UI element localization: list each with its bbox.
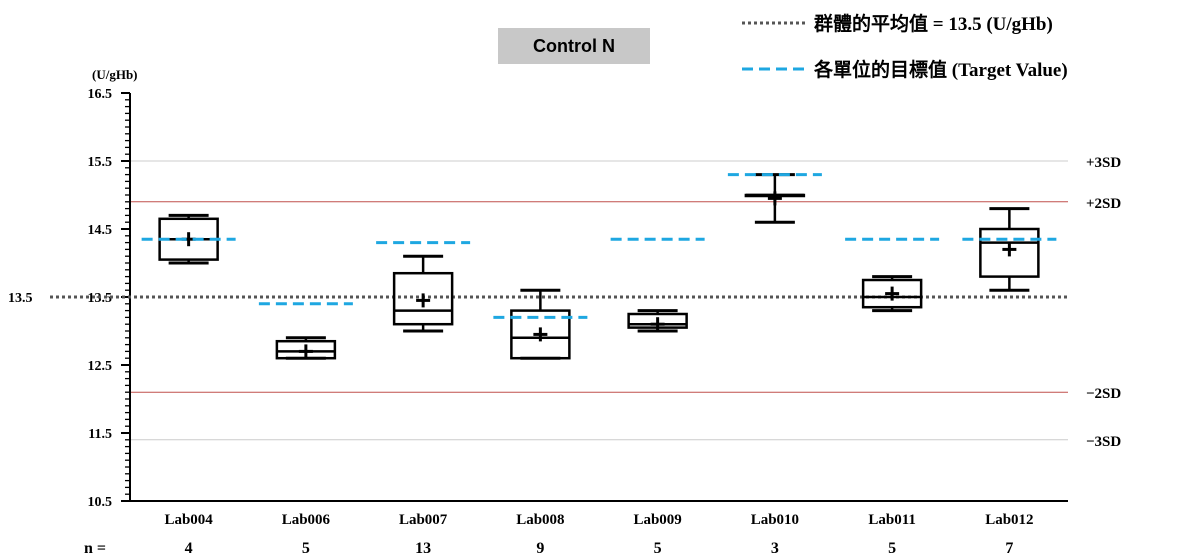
group-mean-label: 13.5 bbox=[8, 291, 33, 306]
x-tick-label: Lab006 bbox=[282, 512, 331, 528]
chart-title: Control N bbox=[498, 28, 650, 64]
x-tick-label: Lab010 bbox=[751, 512, 799, 528]
box bbox=[979, 227, 1040, 278]
box bbox=[510, 309, 571, 360]
y-axis-unit: (U/gHb) bbox=[92, 67, 138, 82]
n-value: 9 bbox=[536, 540, 544, 557]
n-value: 13 bbox=[415, 540, 431, 557]
x-tick-label: Lab011 bbox=[868, 512, 916, 528]
sd-label: +3SD bbox=[1086, 155, 1121, 171]
n-value: 5 bbox=[302, 540, 310, 557]
x-tick-label: Lab009 bbox=[633, 512, 681, 528]
n-value: 5 bbox=[888, 540, 896, 557]
box bbox=[392, 271, 454, 326]
box bbox=[861, 278, 923, 309]
dashed-line-legend-icon bbox=[742, 67, 806, 70]
y-tick-label: 12.5 bbox=[88, 359, 113, 374]
n-value: 4 bbox=[185, 540, 193, 557]
y-tick-label: 15.5 bbox=[88, 155, 113, 170]
sd-label: +2SD bbox=[1086, 196, 1121, 212]
x-tick-label: Lab007 bbox=[399, 512, 448, 528]
y-tick-label: 11.5 bbox=[88, 427, 112, 442]
n-value: 5 bbox=[654, 540, 662, 557]
x-tick-label: Lab004 bbox=[164, 512, 213, 528]
legend-group-mean: 群體的平均值 = 13.5 (U/gHb) bbox=[742, 9, 1053, 36]
sd-label: −3SD bbox=[1086, 434, 1121, 450]
legend-target-value-label: 各單位的目標值 (Target Value) bbox=[814, 60, 1068, 81]
x-tick-label: Lab012 bbox=[985, 512, 1033, 528]
legend-target-value: 各單位的目標值 (Target Value) bbox=[742, 55, 1068, 82]
n-label: n = bbox=[84, 540, 106, 557]
legend-group-mean-label: 群體的平均值 = 13.5 (U/gHb) bbox=[814, 14, 1053, 35]
y-tick-label: 14.5 bbox=[88, 223, 113, 238]
dotted-line-legend-icon bbox=[742, 21, 806, 24]
n-value: 7 bbox=[1005, 540, 1013, 557]
y-tick-label: 10.5 bbox=[88, 495, 113, 510]
y-tick-label: 16.5 bbox=[88, 87, 113, 102]
x-tick-label: Lab008 bbox=[516, 512, 564, 528]
n-value: 3 bbox=[771, 540, 779, 557]
sd-label: −2SD bbox=[1086, 386, 1121, 402]
